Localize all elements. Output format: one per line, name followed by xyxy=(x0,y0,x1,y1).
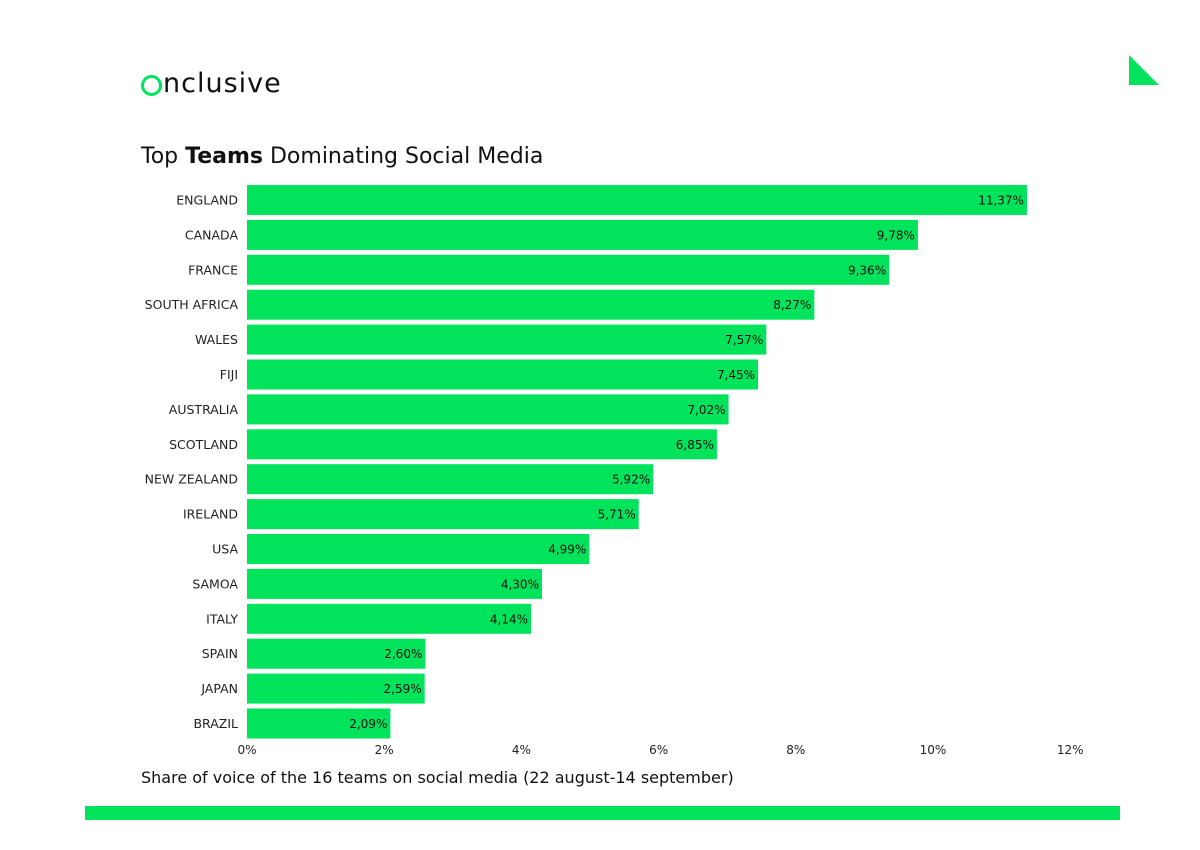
category-label: JAPAN xyxy=(200,681,238,696)
bar xyxy=(247,289,815,320)
category-label: USA xyxy=(212,542,238,557)
footer-bar xyxy=(85,806,1120,820)
chart-title-bold: Teams xyxy=(185,144,263,169)
value-label: 8,27% xyxy=(773,298,811,312)
chart-title-pre: Top xyxy=(141,144,186,169)
value-label: 11,37% xyxy=(978,194,1024,208)
value-label: 2,60% xyxy=(384,647,422,661)
chart-title-post: Dominating Social Media xyxy=(263,144,544,169)
value-label: 2,59% xyxy=(384,682,422,696)
category-label: SAMOA xyxy=(192,576,238,591)
corner-triangle-icon xyxy=(1129,55,1159,85)
category-label: SPAIN xyxy=(202,646,238,661)
bar xyxy=(247,429,717,460)
x-tick-label: 8% xyxy=(786,743,805,757)
category-label: FRANCE xyxy=(188,262,238,277)
category-label: BRAZIL xyxy=(193,716,238,731)
bar xyxy=(247,603,532,634)
category-label: CANADA xyxy=(185,227,239,242)
value-label: 7,02% xyxy=(687,403,725,417)
x-tick-label: 12% xyxy=(1057,743,1084,757)
value-label: 2,09% xyxy=(349,717,387,731)
x-tick-label: 10% xyxy=(920,743,947,757)
value-label: 7,57% xyxy=(725,333,763,347)
bar xyxy=(247,359,759,390)
bar xyxy=(247,254,890,285)
category-label: ENGLAND xyxy=(176,193,238,208)
category-label: WALES xyxy=(195,332,238,347)
bar xyxy=(247,324,767,355)
x-tick-label: 2% xyxy=(375,743,394,757)
bar xyxy=(247,219,918,250)
value-label: 4,14% xyxy=(490,612,528,626)
value-label: 9,78% xyxy=(877,228,915,242)
bar xyxy=(247,673,425,704)
category-label: AUSTRALIA xyxy=(169,402,239,417)
value-label: 5,92% xyxy=(612,473,650,487)
logo-text: nclusive xyxy=(163,68,282,99)
category-label: IRELAND xyxy=(183,507,238,522)
value-label: 6,85% xyxy=(676,438,714,452)
bar xyxy=(247,638,426,669)
brand-logo: nclusive xyxy=(141,68,282,99)
chart-title: Top Teams Dominating Social Media xyxy=(141,144,543,169)
bar xyxy=(247,568,542,599)
value-label: 4,99% xyxy=(548,543,586,557)
bar xyxy=(247,534,590,564)
bar xyxy=(247,394,729,425)
value-label: 7,45% xyxy=(717,368,755,382)
chart-caption: Share of voice of the 16 teams on social… xyxy=(141,768,734,787)
x-tick-label: 0% xyxy=(237,743,256,757)
category-label: NEW ZEALAND xyxy=(145,472,238,487)
category-label: SCOTLAND xyxy=(169,437,238,452)
logo-ring-icon xyxy=(141,75,162,96)
bar xyxy=(247,464,654,495)
category-label: SOUTH AFRICA xyxy=(145,297,239,312)
x-tick-label: 6% xyxy=(649,743,668,757)
x-tick-label: 4% xyxy=(512,743,531,757)
category-label: FIJI xyxy=(220,367,238,382)
category-label: ITALY xyxy=(206,611,238,626)
value-label: 4,30% xyxy=(501,577,539,591)
bar xyxy=(247,185,1027,215)
value-label: 9,36% xyxy=(848,263,886,277)
bar xyxy=(247,499,639,530)
bar xyxy=(247,708,391,739)
value-label: 5,71% xyxy=(598,508,636,522)
